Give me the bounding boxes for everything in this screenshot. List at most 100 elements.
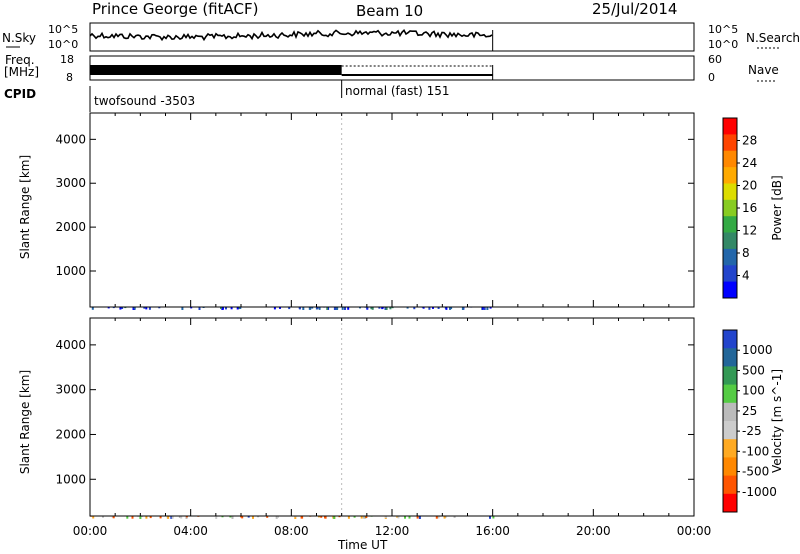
power-colorbar-swatch bbox=[723, 232, 737, 250]
velocity-colorbar-tick-label: -500 bbox=[742, 465, 769, 479]
y-tick-label: 2000 bbox=[55, 427, 86, 441]
noise-cell bbox=[385, 307, 388, 310]
power-colorbar-swatch bbox=[723, 216, 737, 234]
panel-frame-power bbox=[89, 112, 695, 308]
freq-label: Freq. bbox=[5, 53, 35, 67]
y-tick-label: 3000 bbox=[55, 383, 86, 397]
velocity-colorbar-title: Velocity [m s^-1] bbox=[770, 369, 784, 473]
velocity-colorbar-swatch bbox=[723, 439, 737, 458]
noise-cell bbox=[230, 306, 233, 310]
panel-frame-velocity bbox=[89, 317, 695, 517]
noise-cell bbox=[341, 306, 344, 310]
noise-cell bbox=[336, 307, 339, 310]
noise-cell bbox=[145, 515, 148, 519]
x-tick-label: 08:00 bbox=[274, 524, 309, 538]
velocity-colorbar-swatch bbox=[723, 457, 737, 477]
velocity-colorbar-tick-label: -100 bbox=[742, 444, 769, 458]
power-colorbar-tick-label: 12 bbox=[742, 224, 757, 238]
y-tick-label: 1000 bbox=[55, 472, 86, 486]
noise-cell bbox=[384, 307, 387, 310]
noise-cell bbox=[449, 306, 451, 310]
power-colorbar-title: Power [dB] bbox=[770, 175, 784, 240]
x-axis-title: Time UT bbox=[338, 538, 388, 552]
noise-cell bbox=[288, 306, 291, 310]
noise-cell bbox=[324, 515, 326, 519]
noise-cell bbox=[112, 515, 115, 519]
noise-cell bbox=[445, 306, 448, 310]
power-colorbar-swatch bbox=[723, 281, 737, 299]
noise-cell bbox=[273, 306, 276, 310]
freq-unit-label: [MHz] bbox=[4, 65, 40, 79]
power-colorbar-swatch bbox=[723, 248, 737, 266]
freq-tick-bottom: 8 bbox=[66, 71, 73, 84]
nsearch-tick-top: 10^5 bbox=[708, 23, 739, 36]
noise-cell bbox=[231, 516, 234, 519]
noise-cell bbox=[418, 516, 421, 519]
power-colorbar-swatch bbox=[723, 150, 737, 168]
velocity-colorbar-swatch bbox=[723, 384, 737, 404]
x-tick-label: 04:00 bbox=[173, 524, 208, 538]
cpid-label: CPID bbox=[4, 87, 37, 101]
noise-cell bbox=[302, 307, 305, 310]
noise-cell bbox=[486, 307, 489, 310]
noise-cell bbox=[347, 515, 350, 519]
noise-cell bbox=[237, 306, 240, 310]
noise-cell bbox=[119, 306, 122, 310]
noise-cell bbox=[159, 515, 162, 519]
noise-cell bbox=[450, 306, 453, 310]
noise-cell bbox=[435, 515, 438, 519]
noise-cell bbox=[171, 515, 174, 519]
station-title: Prince George (fitACF) bbox=[92, 0, 259, 18]
y-tick-label: 4000 bbox=[55, 132, 86, 146]
velocity-colorbar-swatch bbox=[723, 402, 737, 422]
noise-cell bbox=[408, 515, 411, 519]
noise-cell bbox=[170, 515, 173, 519]
noise-cell bbox=[370, 306, 373, 310]
noise-cell bbox=[397, 515, 400, 519]
cpid-mode1: twofsound -3503 bbox=[94, 94, 196, 108]
noise-cell bbox=[413, 306, 416, 310]
nsky-tick-bottom: 10^0 bbox=[48, 38, 79, 51]
velocity-colorbar-tick-label: 100 bbox=[742, 384, 765, 398]
y-tick-label: 3000 bbox=[55, 176, 86, 190]
noise-cell bbox=[333, 307, 336, 310]
power-colorbar-swatch bbox=[723, 199, 737, 217]
noise-cell bbox=[371, 306, 374, 310]
cpid-mode2: normal (fast) 151 bbox=[345, 84, 450, 98]
y-tick-label: 4000 bbox=[55, 338, 86, 352]
noise-cell bbox=[347, 306, 350, 310]
noise-cell bbox=[222, 306, 224, 310]
nsky-trace bbox=[89, 28, 493, 42]
power-colorbar-swatch bbox=[723, 183, 737, 201]
velocity-colorbar-tick-label: -1000 bbox=[742, 485, 777, 499]
noise-cell bbox=[294, 516, 297, 519]
velocity-colorbar-swatch bbox=[723, 493, 737, 513]
noise-cell bbox=[126, 515, 129, 519]
noise-cell bbox=[326, 307, 329, 310]
noise-cell bbox=[167, 515, 170, 519]
noise-cell bbox=[481, 306, 484, 310]
nave-label: Nave bbox=[748, 63, 779, 77]
noise-cell bbox=[148, 306, 151, 310]
power-colorbar-tick-label: 24 bbox=[742, 156, 757, 170]
noise-cell bbox=[389, 306, 392, 310]
y-tick-label: 2000 bbox=[55, 220, 86, 234]
beam-label: Beam 10 bbox=[356, 2, 424, 20]
noise-cell bbox=[132, 307, 135, 310]
velocity-colorbar-swatch bbox=[723, 366, 737, 386]
power-colorbar-swatch bbox=[723, 118, 737, 135]
nave-tick-bottom: 0 bbox=[708, 71, 715, 84]
noise-cell bbox=[180, 515, 183, 519]
noise-cell bbox=[318, 306, 321, 310]
noise-cell bbox=[236, 306, 239, 310]
x-tick-label: 16:00 bbox=[475, 524, 510, 538]
noise-cell bbox=[92, 515, 95, 519]
velocity-colorbar-tick-label: 25 bbox=[742, 404, 757, 418]
velocity-colorbar-swatch bbox=[723, 475, 737, 495]
noise-cell bbox=[301, 515, 304, 519]
noise-cell bbox=[492, 515, 495, 519]
noise-cell bbox=[489, 515, 491, 519]
velocity-colorbar-tick-label: 1000 bbox=[742, 343, 773, 357]
nsky-label: N.Sky bbox=[2, 31, 37, 45]
noise-cell bbox=[333, 516, 336, 519]
